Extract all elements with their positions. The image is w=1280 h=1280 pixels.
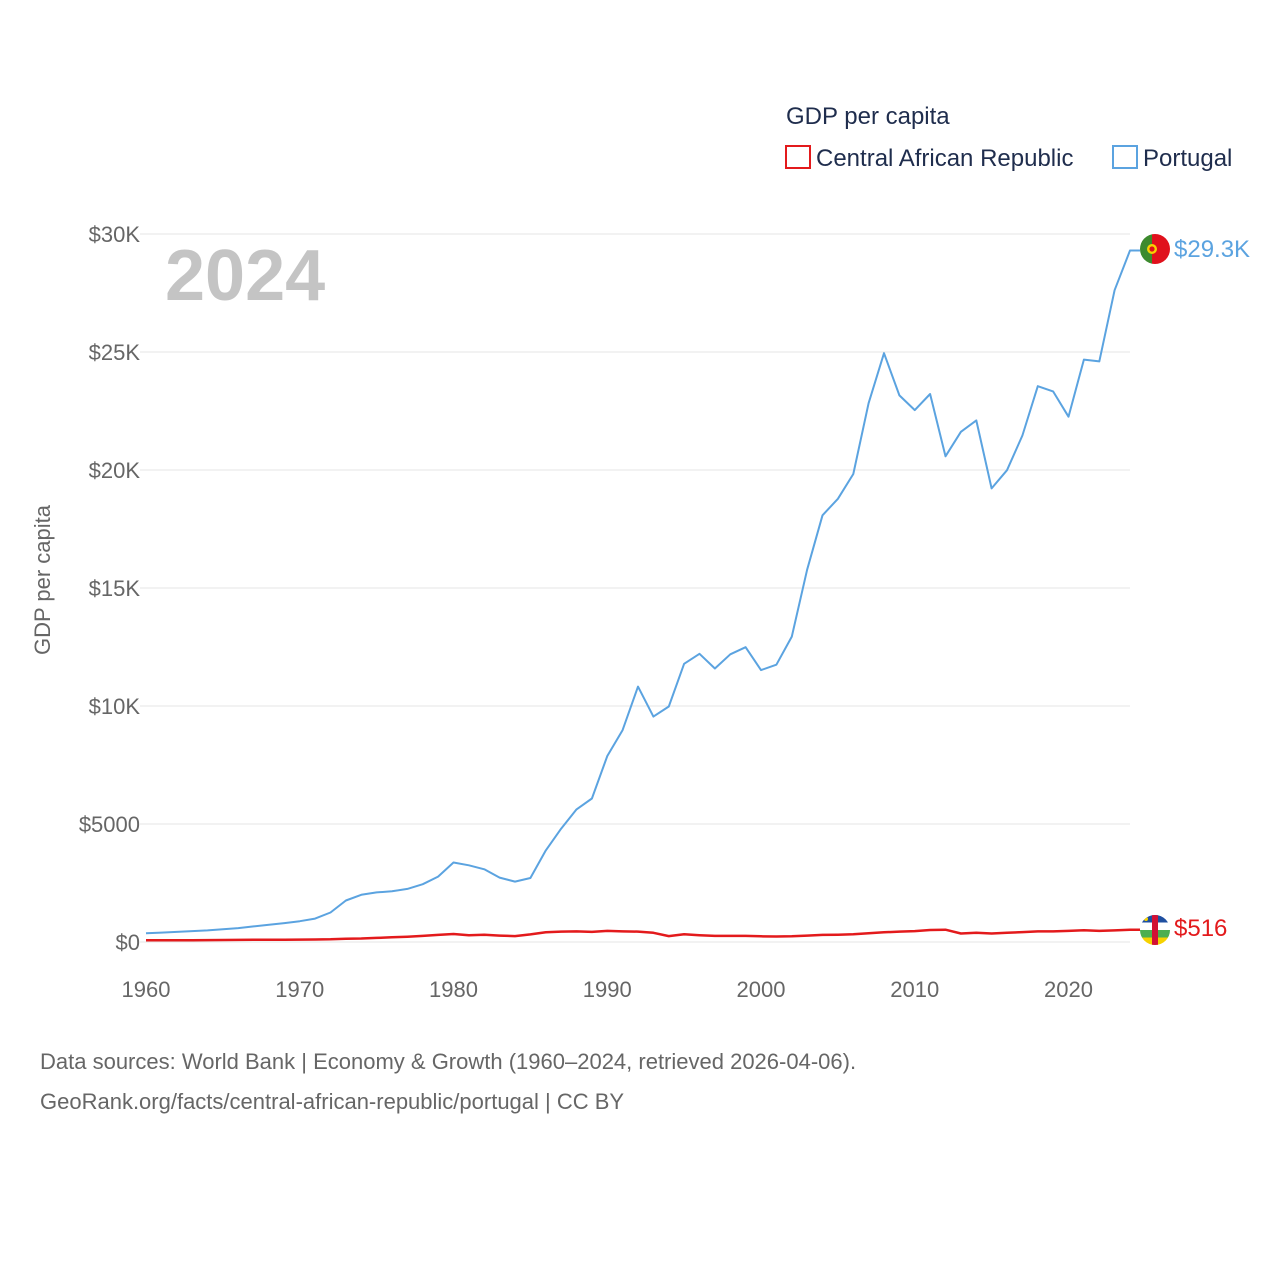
x-tick-label: 1990 <box>583 977 632 1002</box>
y-tick-label: $10K <box>89 694 141 719</box>
gdp-chart: $0 $5000 $10K $15K $20K $25K $30K 1960 1970 1980… <box>30 103 1250 1002</box>
y-tick-label: $25K <box>89 340 141 365</box>
x-tick-label: 1970 <box>275 977 324 1002</box>
y-axis-ticks: $0 $5000 $10K $15K $20K $25K $30K <box>79 222 141 955</box>
x-tick-label: 2020 <box>1044 977 1093 1002</box>
y-tick-label: $15K <box>89 576 141 601</box>
y-tick-label: $5000 <box>79 812 140 837</box>
y-tick-label: $0 <box>116 930 140 955</box>
footer: Data sources: World Bank | Economy & Gro… <box>40 1042 856 1122</box>
x-tick-label: 1980 <box>429 977 478 1002</box>
legend-swatch-car[interactable] <box>785 145 811 169</box>
portugal-flag-icon <box>1140 234 1170 264</box>
x-axis-ticks: 1960 1970 1980 1990 2000 2010 2020 <box>122 977 1093 1002</box>
series-line-portugal[interactable] <box>145 249 1140 935</box>
y-tick-label: $30K <box>89 222 141 247</box>
end-label-portugal: $29.3K <box>1174 236 1250 263</box>
series-line-central-african-republic[interactable] <box>146 928 1140 942</box>
legend-label-portugal[interactable]: Portugal <box>1143 145 1232 172</box>
x-tick-label: 2000 <box>737 977 786 1002</box>
legend-title: GDP per capita <box>786 103 950 130</box>
car-flag-icon <box>1140 915 1170 945</box>
y-axis-title: GDP per capita <box>30 504 55 655</box>
legend-swatch-portugal[interactable] <box>1112 145 1138 169</box>
legend-label-car[interactable]: Central African Republic <box>816 145 1073 172</box>
x-tick-label: 2010 <box>890 977 939 1002</box>
year-label: 2024 <box>165 236 325 316</box>
end-label-car: $516 <box>1174 915 1227 942</box>
footer-link[interactable]: GeoRank.org/facts/central-african-republ… <box>40 1089 625 1114</box>
grid-lines <box>140 233 1130 943</box>
x-tick-label: 1960 <box>122 977 171 1002</box>
footer-sources: Data sources: World Bank | Economy & Gro… <box>40 1049 857 1074</box>
y-tick-label: $20K <box>89 458 141 483</box>
legend: GDP per capita Central African Republic … <box>785 103 1232 172</box>
series-lines <box>145 249 1140 942</box>
